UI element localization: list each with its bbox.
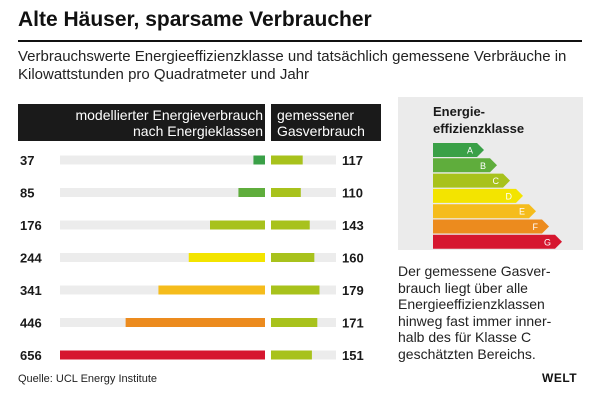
note-line: brauch liegt über alle (398, 279, 528, 296)
measured-value-label: 151 (342, 348, 364, 363)
modelled-value-label: 341 (20, 283, 42, 298)
legend-class-label: B (480, 161, 486, 171)
modelled-value-label: 446 (20, 316, 42, 331)
measured-header: gemessener Gasverbrauch (271, 104, 381, 141)
modelled-track (60, 253, 265, 262)
note-line: geschätzten Bereichs. (398, 345, 536, 362)
legend-class-label: F (533, 222, 539, 232)
welt-logo: WELT (542, 371, 578, 385)
measured-value-label: 110 (342, 186, 363, 201)
measured-bar (271, 285, 320, 295)
modelled-track (60, 188, 265, 197)
modelled-bar (125, 318, 265, 327)
legend-class-label: G (544, 237, 551, 247)
measured-bar (271, 155, 303, 165)
legend-class-arrow (433, 158, 497, 173)
title-rule (18, 40, 582, 42)
legend-class-arrow (433, 219, 549, 234)
annotation-note: Der gemessene Gasver- brauch liegt über … (398, 263, 588, 362)
measured-bar (271, 188, 301, 197)
modelled-header-line-2: nach Energieklassen (133, 122, 263, 139)
modelled-value-label: 176 (20, 218, 42, 233)
measured-bar (271, 318, 318, 327)
measured-bar (271, 350, 312, 360)
modelled-bar (158, 285, 265, 295)
legend-class-arrow (433, 143, 484, 157)
measured-value-label: 117 (342, 153, 363, 168)
legend-class-arrow (433, 234, 562, 249)
measured-value-label: 160 (342, 251, 364, 266)
legend-title-line-2: effizienzklasse (433, 121, 525, 136)
note-line: halb des für Klasse C (398, 329, 532, 345)
measured-value-label: 143 (342, 218, 364, 233)
modelled-value-label: 85 (20, 186, 34, 201)
modelled-bar (188, 253, 265, 262)
modelled-bar (60, 350, 265, 360)
measured-track (271, 188, 336, 197)
modelled-bar (253, 155, 265, 165)
chart-subtitle: Verbrauchswerte Energieeffizienzklasse u… (18, 48, 567, 83)
modelled-value-label: 37 (20, 153, 34, 168)
legend-class-label: D (506, 191, 513, 201)
measured-bar (271, 253, 315, 262)
legend-title-line-1: Energie- (433, 104, 486, 119)
measured-bar (271, 220, 310, 230)
legend-class-label: C (493, 176, 500, 186)
modelled-track (60, 155, 265, 165)
modelled-header: modellierter Energieverbrauch nach Energ… (18, 104, 265, 141)
modelled-value-label: 244 (20, 251, 42, 266)
modelled-track (60, 220, 265, 230)
measured-header-line-2: Gasverbrauch (277, 122, 365, 139)
measured-value-label: 171 (342, 316, 364, 331)
modelled-bar (210, 220, 265, 230)
note-line: hinweg fast immer inner- (398, 312, 552, 329)
measured-header-line-1: gemessener (277, 106, 355, 123)
legend-class-label: E (519, 207, 525, 217)
note-line: Der gemessene Gasver- (398, 263, 551, 279)
source-note: Quelle: UCL Energy Institute (18, 373, 157, 385)
legend-class-arrow (433, 173, 510, 188)
measured-value-label: 179 (342, 283, 364, 298)
legend-title: Energie- effizienzklasse (433, 103, 553, 137)
measured-track (271, 155, 336, 165)
modelled-bar (238, 188, 265, 197)
legend-class-label: A (467, 146, 473, 156)
legend-class-arrow (433, 204, 536, 219)
note-line: Energieeffizienzklassen (398, 296, 545, 312)
modelled-header-line-1: modellierter Energieverbrauch (75, 106, 263, 123)
legend-class-arrow (433, 188, 523, 203)
chart-title: Alte Häuser, sparsame Verbraucher (18, 8, 372, 31)
modelled-value-label: 656 (20, 348, 42, 363)
